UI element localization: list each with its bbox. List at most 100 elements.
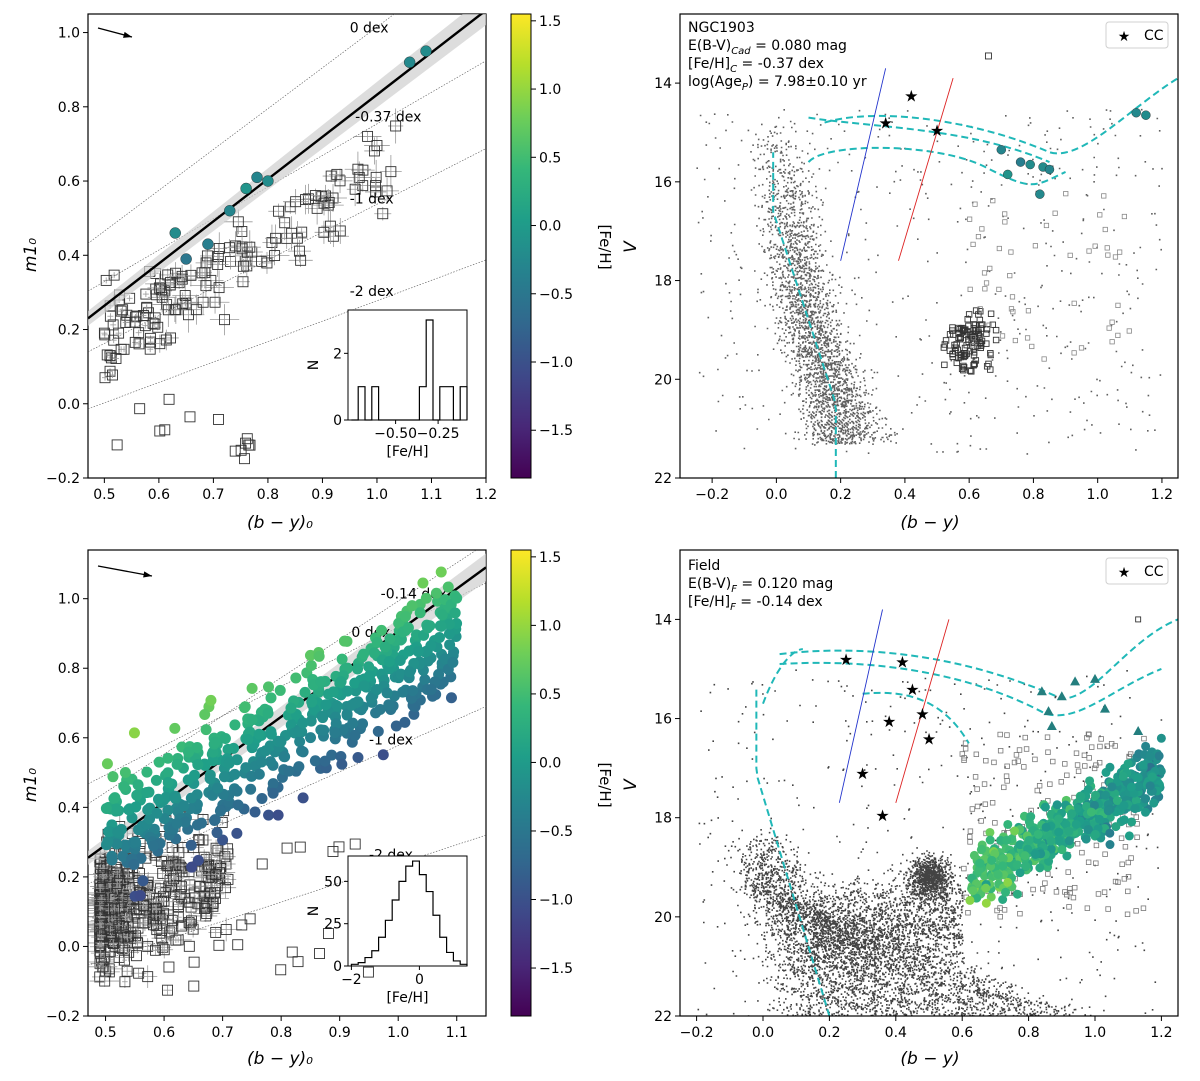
- p3-field-star: [206, 872, 218, 883]
- p4-member-star: [1103, 806, 1113, 816]
- p4-giant-star: [982, 801, 989, 807]
- p1-member-star: [169, 227, 181, 239]
- p4-member-star: [1105, 840, 1115, 850]
- svg-text:E(B-V)F = 0.120 mag: E(B-V)F = 0.120 mag: [688, 576, 833, 595]
- p4-member-star: [1118, 771, 1128, 781]
- cb1-tick-label: −1.0: [539, 355, 573, 371]
- p4-giant-star: [1036, 783, 1043, 789]
- p3-field-star: [128, 908, 140, 920]
- p3-member-star: [117, 850, 129, 862]
- p1-field-star: [237, 276, 249, 288]
- p3-member-star: [294, 736, 306, 748]
- p4-member-star: [1002, 835, 1012, 845]
- p1-field-star: [201, 250, 213, 262]
- p2-giant-star: [1071, 300, 1077, 306]
- p3-member-star: [162, 777, 174, 789]
- p4-giant-star: [1082, 763, 1088, 769]
- p4-legend: ★ CC: [1105, 557, 1169, 585]
- p4-giant-star: [1064, 772, 1070, 778]
- p3-member-star: [212, 782, 224, 794]
- p1-field-star: [165, 332, 176, 344]
- p2-giant-star: [1102, 226, 1108, 233]
- p4-ytick-label: 22: [654, 1009, 672, 1025]
- p3-member-star: [265, 728, 277, 740]
- p2-rc-star: [985, 360, 992, 368]
- p1-plot-frame: [87, 13, 487, 479]
- p2-plot-frame: [679, 13, 1179, 479]
- p4-ytick-label: 14: [654, 612, 672, 628]
- p3-member-star: [372, 725, 384, 737]
- p3-member-star: [265, 756, 277, 768]
- p3-field-star: [94, 919, 106, 931]
- p3-member-star: [240, 762, 252, 774]
- p3-member-star: [399, 716, 411, 728]
- p3-field-star: [170, 870, 182, 881]
- p3-reddening-arrow-head: [143, 571, 152, 578]
- svg-text:[Fe/H]F = -0.14 dex: [Fe/H]F = -0.14 dex: [688, 594, 823, 613]
- p3-member-star: [275, 736, 287, 748]
- p4-member-star: [1147, 772, 1157, 782]
- p2-rc-star: [992, 336, 1000, 344]
- p3-member-star: [374, 703, 386, 715]
- p4-member-star: [1003, 819, 1013, 829]
- p3-member-star: [371, 683, 383, 695]
- p3-member-star: [214, 805, 226, 817]
- p2-giant-star: [1109, 339, 1115, 345]
- p3-member-star: [420, 592, 432, 604]
- p4-triangle-star: [1036, 686, 1047, 696]
- p1-field-star: [111, 439, 123, 451]
- p3-member-star: [419, 674, 431, 686]
- p4-cepheid-star-icon: ★: [875, 806, 889, 825]
- p3-field-star: [124, 883, 136, 895]
- p1-field-star: [137, 310, 149, 321]
- p1-field-star: [104, 310, 116, 322]
- p4-member-star: [965, 895, 975, 905]
- p1-reddening-arrow-head: [123, 31, 132, 38]
- p2-rc-star: [973, 327, 980, 334]
- cb1-tick-label: 0.0: [539, 219, 561, 235]
- p4-member-star: [981, 883, 991, 893]
- p3-field-star: [109, 911, 121, 923]
- p4-giant-star: [969, 806, 976, 812]
- p3-member-star: [204, 773, 216, 785]
- p3-member-star: [245, 783, 257, 795]
- p4-member-star: [1067, 809, 1077, 819]
- p3-field-star: [95, 918, 107, 930]
- p4-info-feh-sub: F: [730, 602, 736, 613]
- p2-giant-star: [1032, 243, 1038, 249]
- p3-field-star: [113, 919, 125, 931]
- p4-giant-star: [1125, 859, 1131, 866]
- p4-isochrone-a: [779, 618, 1178, 700]
- p3-member-star: [442, 581, 454, 593]
- p2-rc-star: [949, 327, 956, 334]
- p4-giant-star: [973, 751, 980, 758]
- p2-giant-star: [1126, 328, 1132, 334]
- p3-xtick-label: 0.8: [270, 1025, 292, 1041]
- p3-member-star: [229, 719, 241, 731]
- p3-member-star: [422, 622, 434, 634]
- p1-field-star: [104, 350, 116, 362]
- p4-blue-edge: [838, 609, 883, 803]
- svg-text:[Fe/H]C = -0.37 dex: [Fe/H]C = -0.37 dex: [688, 56, 824, 75]
- p3-member-star: [358, 648, 370, 660]
- p4-cepheid-star-icon: ★: [855, 764, 869, 783]
- p2-member-star: [1035, 189, 1045, 199]
- p4-member-star: [1145, 751, 1155, 761]
- p1-field-star: [324, 220, 336, 232]
- p2-rc-star: [983, 330, 990, 337]
- p2-ytick-label: 20: [654, 372, 672, 388]
- p4-member-star: [1046, 836, 1056, 846]
- p4-giant-star: [1093, 860, 1099, 866]
- p2-giant-star: [1043, 222, 1050, 229]
- p3-field-star: [199, 903, 210, 914]
- p4-giant-star: [1133, 908, 1139, 914]
- p2-giant-star: [1008, 306, 1015, 312]
- p4-legend-label: CC: [1144, 564, 1164, 580]
- cb1-tick-label: −0.5: [539, 287, 573, 303]
- p4-triangle-star: [1043, 706, 1054, 716]
- p3-member-star: [406, 600, 418, 612]
- p3-member-star: [141, 766, 153, 778]
- p2-giant-star: [1097, 212, 1103, 218]
- p3-member-star: [169, 790, 181, 802]
- p4-ytick-label: 18: [654, 811, 672, 827]
